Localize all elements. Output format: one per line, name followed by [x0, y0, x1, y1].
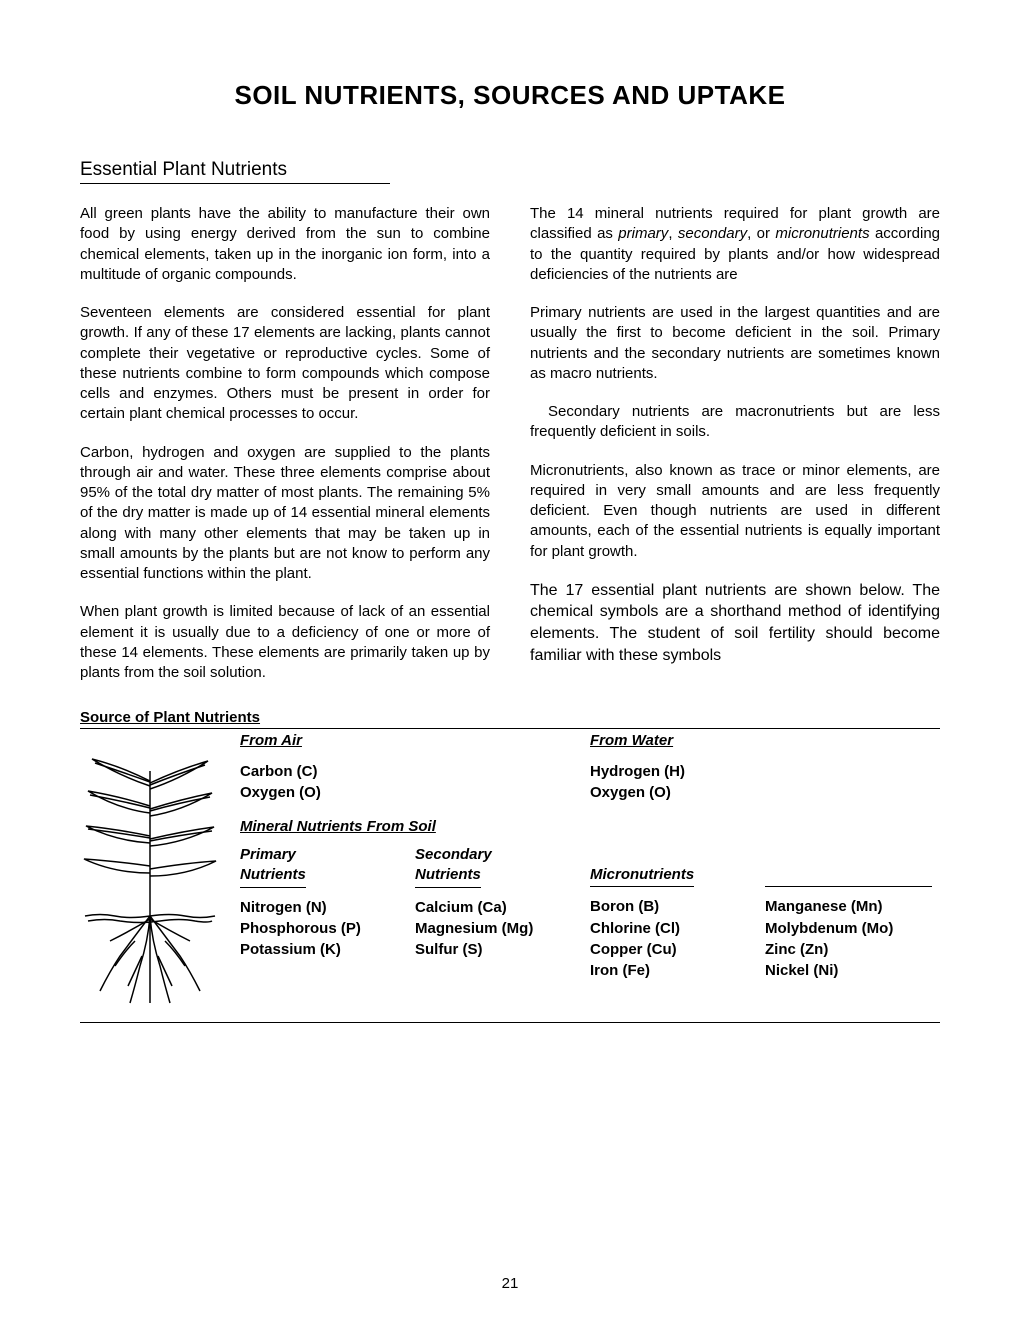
- para: The 17 essential plant nutrients are sho…: [530, 580, 940, 666]
- col-header: [765, 845, 932, 897]
- from-air-cell: From Air Carbon (C) Oxygen (O): [240, 731, 590, 804]
- nutrient-item: Molybdenum (Mo): [765, 919, 932, 939]
- italic: micronutrients: [775, 225, 869, 242]
- nutrient-item: Nitrogen (N): [240, 898, 407, 918]
- para: Secondary nutrients are macronutrients b…: [530, 402, 940, 443]
- para: All green plants have the ability to man…: [80, 204, 490, 285]
- source-heading: Source of Plant Nutrients: [80, 709, 940, 726]
- nutrient-data: From Air Carbon (C) Oxygen (O) From Wate…: [240, 731, 940, 1016]
- nutrient-item: Carbon (C): [240, 762, 590, 782]
- nutrient-item: Nickel (Ni): [765, 961, 932, 981]
- page-title: SOIL NUTRIENTS, SOURCES AND UPTAKE: [80, 80, 940, 111]
- nutrient-item: Magnesium (Mg): [415, 919, 582, 939]
- spacer: [590, 845, 757, 865]
- col-header: Micronutrients: [590, 845, 757, 897]
- col-header-line: Nutrients: [240, 865, 306, 887]
- page-number: 21: [0, 1275, 1020, 1292]
- col-header-line: Nutrients: [415, 865, 481, 887]
- secondary-col: Secondary Nutrients Calcium (Ca) Magnesi…: [415, 845, 590, 982]
- italic: secondary: [678, 225, 747, 242]
- col-header-line: Micronutrients: [590, 865, 694, 887]
- micro-col-b: Manganese (Mn) Molybdenum (Mo) Zinc (Zn)…: [765, 845, 940, 982]
- nutrient-item: Boron (B): [590, 897, 757, 917]
- para: When plant growth is limited because of …: [80, 602, 490, 683]
- plant-illustration: [80, 731, 240, 1016]
- nutrient-item: Sulfur (S): [415, 940, 582, 960]
- text: , or: [747, 225, 775, 242]
- nutrient-item: Potassium (K): [240, 940, 407, 960]
- soil-heading: Mineral Nutrients From Soil: [240, 818, 940, 835]
- divider: [80, 1022, 940, 1023]
- col-header-line: Primary: [240, 845, 407, 865]
- soil-columns: Primary Nutrients Nitrogen (N) Phosphoro…: [240, 845, 940, 982]
- from-water-header: From Water: [590, 731, 673, 751]
- text: ,: [668, 225, 678, 242]
- nutrient-item: Manganese (Mn): [765, 897, 932, 917]
- para: Carbon, hydrogen and oxygen are supplied…: [80, 443, 490, 585]
- micro-list-a: Boron (B) Chlorine (Cl) Copper (Cu) Iron…: [590, 897, 757, 981]
- corn-plant-icon: [80, 741, 220, 1011]
- para: Seventeen elements are considered essent…: [80, 303, 490, 425]
- primary-list: Nitrogen (N) Phosphorous (P) Potassium (…: [240, 898, 407, 961]
- nutrient-item: Calcium (Ca): [415, 898, 582, 918]
- section-heading: Essential Plant Nutrients: [80, 159, 390, 184]
- col-header: Secondary Nutrients: [415, 845, 582, 898]
- primary-col: Primary Nutrients Nitrogen (N) Phosphoro…: [240, 845, 415, 982]
- left-column: All green plants have the ability to man…: [80, 204, 490, 701]
- air-list: Carbon (C) Oxygen (O): [240, 762, 590, 804]
- nutrient-item: Chlorine (Cl): [590, 919, 757, 939]
- nutrient-item: Oxygen (O): [240, 783, 590, 803]
- nutrient-table: From Air Carbon (C) Oxygen (O) From Wate…: [80, 731, 940, 1016]
- micro-col-a: Micronutrients Boron (B) Chlorine (Cl) C…: [590, 845, 765, 982]
- body-columns: All green plants have the ability to man…: [80, 204, 940, 701]
- para: Primary nutrients are used in the larges…: [530, 303, 940, 384]
- nutrient-item: Zinc (Zn): [765, 940, 932, 960]
- micro-list-b: Manganese (Mn) Molybdenum (Mo) Zinc (Zn)…: [765, 897, 932, 981]
- col-header-line: Secondary: [415, 845, 582, 865]
- spacer: [765, 845, 932, 865]
- para: The 14 mineral nutrients required for pl…: [530, 204, 940, 285]
- water-list: Hydrogen (H) Oxygen (O): [590, 762, 940, 804]
- italic: primary: [618, 225, 668, 242]
- para: Micronutrients, also known as trace or m…: [530, 461, 940, 562]
- nutrient-item: Iron (Fe): [590, 961, 757, 981]
- right-column: The 14 mineral nutrients required for pl…: [530, 204, 940, 701]
- secondary-list: Calcium (Ca) Magnesium (Mg) Sulfur (S): [415, 898, 582, 961]
- from-water-cell: From Water Hydrogen (H) Oxygen (O): [590, 731, 940, 804]
- col-header: Primary Nutrients: [240, 845, 407, 898]
- air-water-row: From Air Carbon (C) Oxygen (O) From Wate…: [240, 731, 940, 804]
- nutrient-item: Oxygen (O): [590, 783, 940, 803]
- col-header-line: [765, 865, 932, 887]
- nutrient-item: Phosphorous (P): [240, 919, 407, 939]
- nutrient-item: Hydrogen (H): [590, 762, 940, 782]
- divider: [80, 728, 940, 729]
- nutrient-item: Copper (Cu): [590, 940, 757, 960]
- from-air-header: From Air: [240, 731, 302, 751]
